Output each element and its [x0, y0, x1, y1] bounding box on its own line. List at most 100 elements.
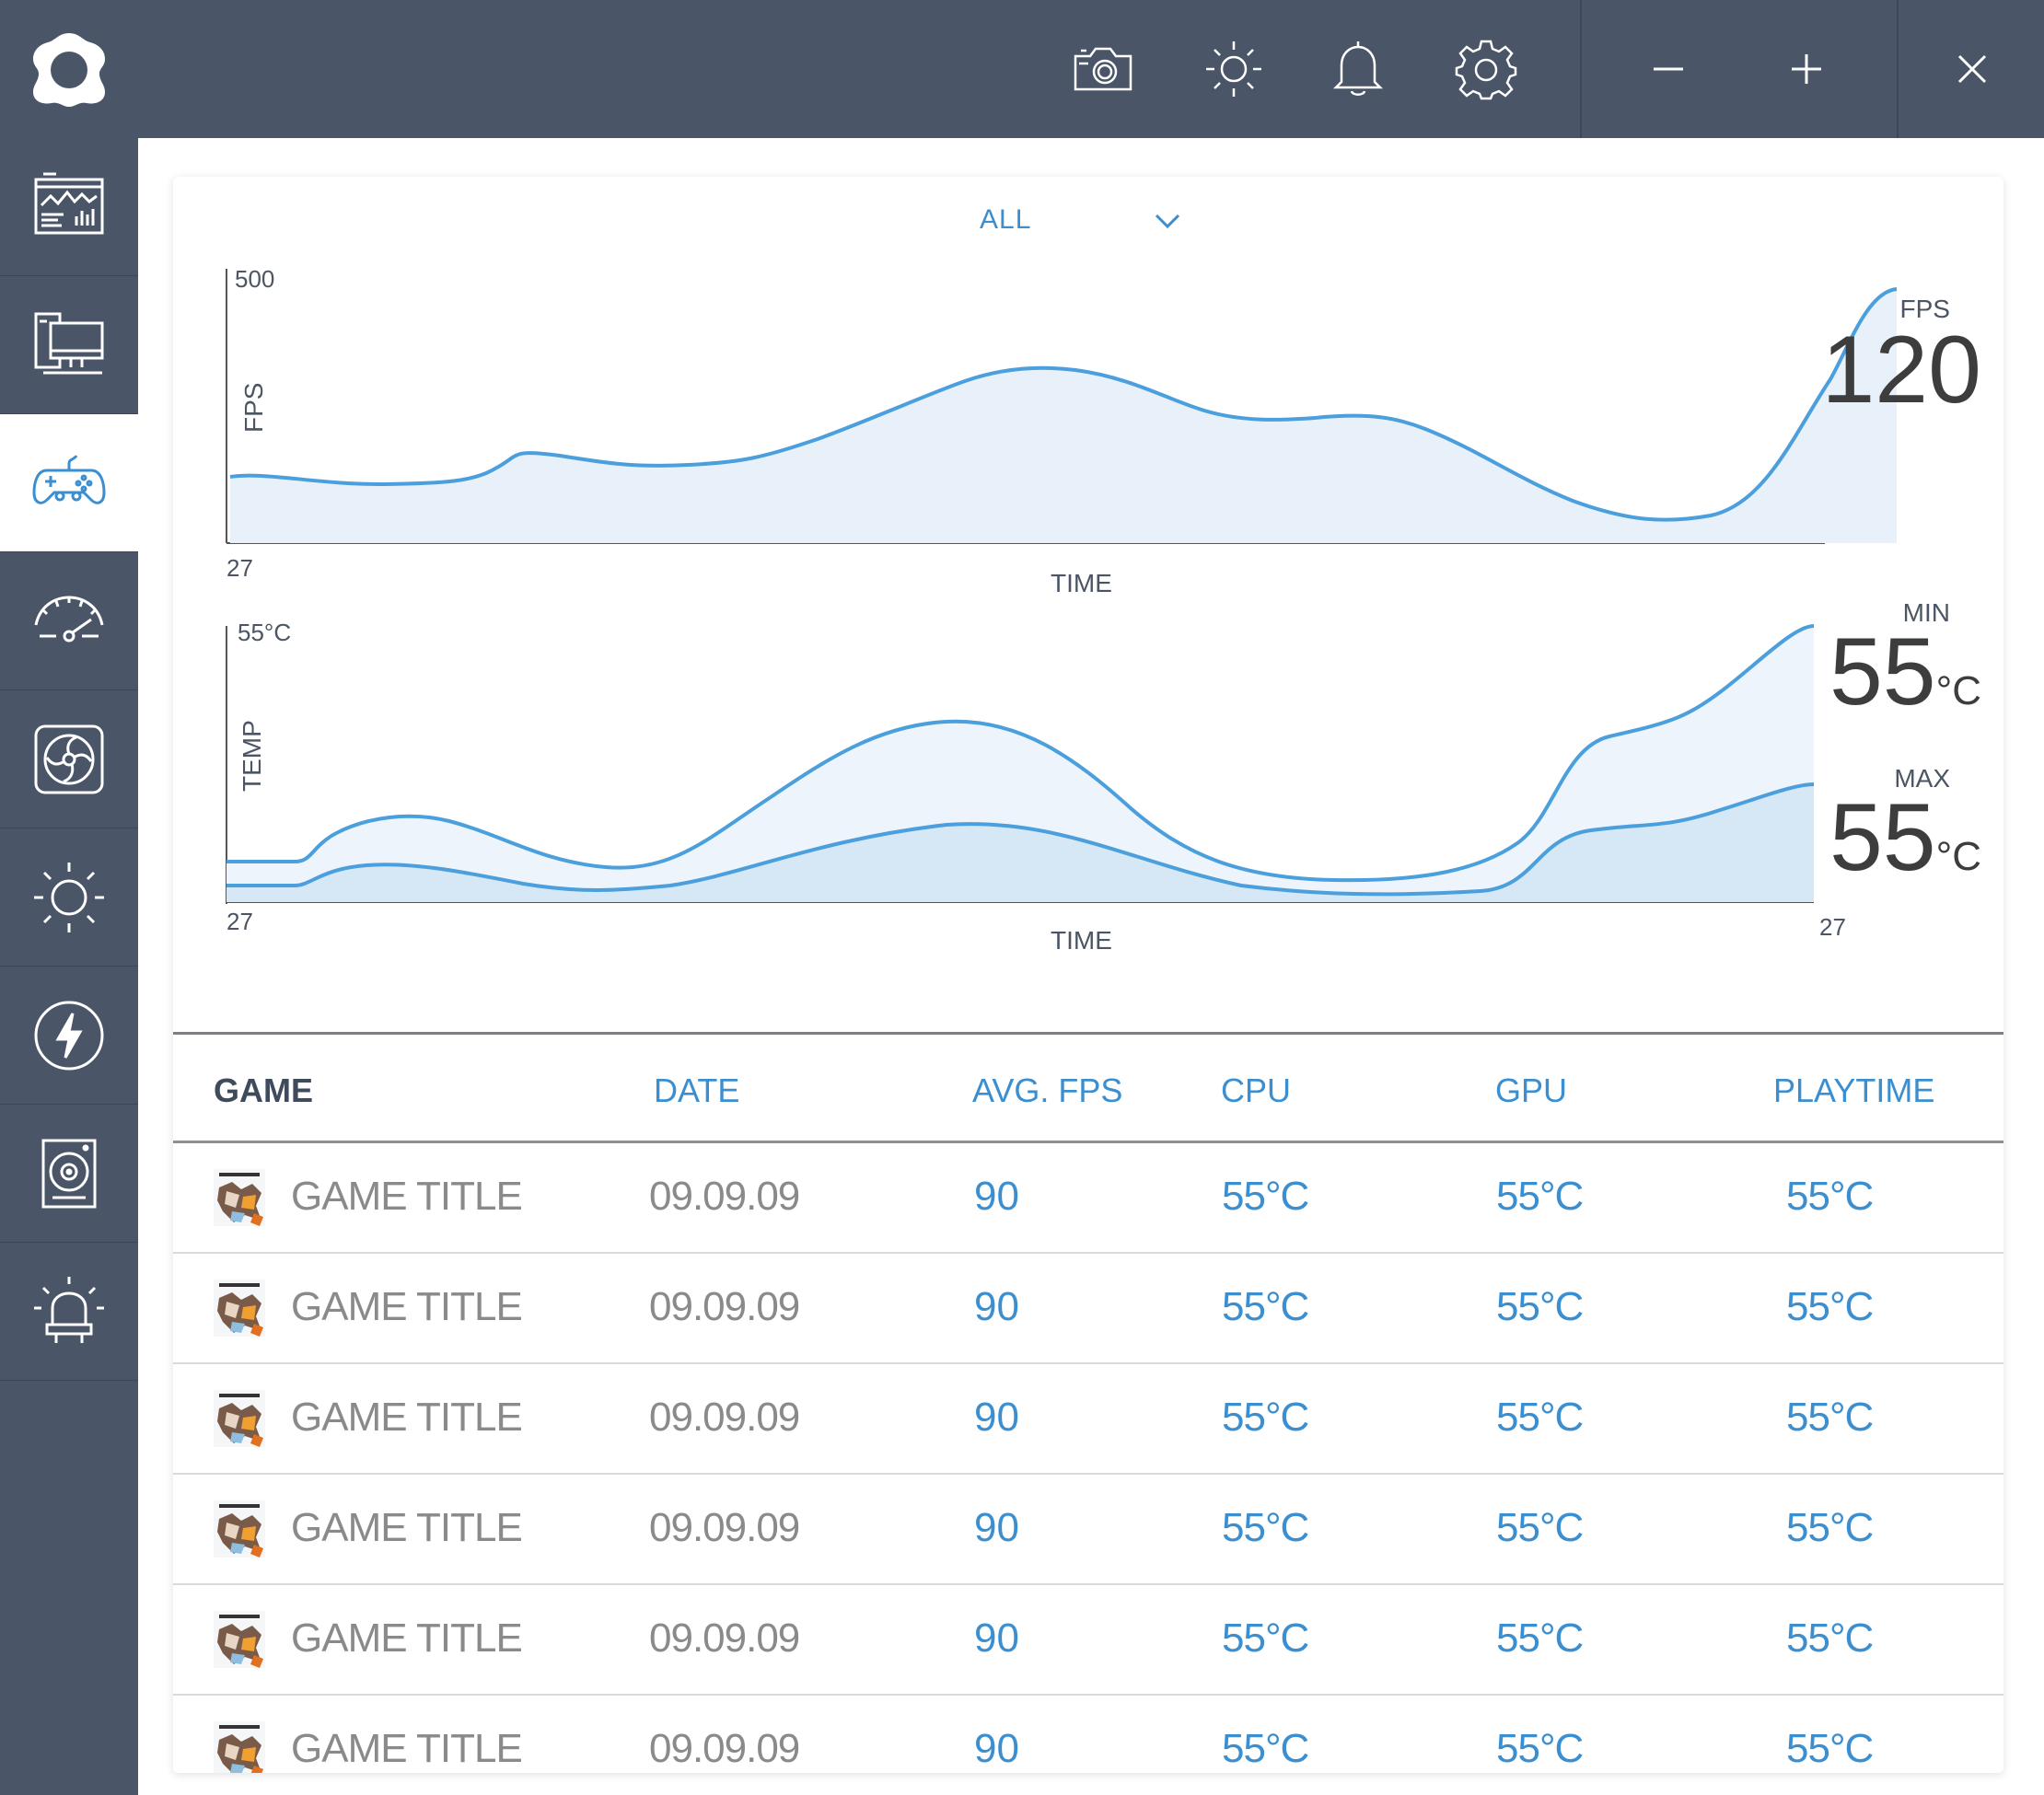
game-thumbnail-icon: [214, 1721, 265, 1773]
column-header-gpu[interactable]: GPU: [1495, 1071, 1568, 1109]
gear-icon: [1455, 40, 1517, 100]
game-date: 09.09.09: [649, 1284, 800, 1329]
fps-y-max-label: 500: [235, 265, 275, 293]
game-cpu-temp: 55°C: [1222, 1616, 1309, 1661]
temp-y-max-label: 55°C: [238, 619, 292, 646]
brightness-button[interactable]: [1179, 0, 1289, 138]
column-header-playtime[interactable]: PLAYTIME: [1773, 1071, 1935, 1109]
sidebar-item-dashboard[interactable]: [0, 138, 138, 276]
game-cpu-temp: 55°C: [1222, 1284, 1309, 1329]
temp-x-start-label: 27: [226, 908, 253, 935]
fps-x-axis-label: TIME: [1051, 569, 1112, 597]
minimize-button[interactable]: [1613, 0, 1724, 138]
game-gpu-temp: 55°C: [1496, 1616, 1584, 1661]
table-row[interactable]: GAME TITLE 09.09.09 90 55°C 55°C 55°C: [173, 1254, 2003, 1364]
filter-selected-value: ALL: [980, 204, 1032, 235]
fps-stat-label: FPS: [1899, 295, 1950, 323]
desktop-computer-icon: [34, 312, 104, 374]
app-logo[interactable]: [0, 0, 138, 138]
game-stats-card: ALL 500 FPS 27 TIME FPS 120 55°C TEMP 27…: [173, 177, 2003, 1773]
game-avg-fps: 90: [974, 1395, 1019, 1440]
sidebar-item-lighting[interactable]: [0, 828, 138, 967]
minimize-icon: [1654, 67, 1683, 71]
game-date: 09.09.09: [649, 1505, 800, 1550]
game-avg-fps: 90: [974, 1174, 1019, 1219]
temp-min-stat: 55°C: [1738, 624, 1981, 720]
sidebar: [0, 0, 138, 1795]
game-title: GAME TITLE: [291, 1174, 523, 1219]
game-date: 09.09.09: [649, 1726, 800, 1771]
game-avg-fps: 90: [974, 1505, 1019, 1550]
game-avg-fps: 90: [974, 1726, 1019, 1771]
sidebar-item-audio[interactable]: [0, 1105, 138, 1243]
game-thumbnail-icon: [214, 1611, 265, 1668]
game-gpu-temp: 55°C: [1496, 1505, 1584, 1550]
column-header-cpu[interactable]: CPU: [1221, 1071, 1292, 1109]
game-playtime: 55°C: [1786, 1284, 1874, 1329]
close-button[interactable]: [1917, 0, 2027, 138]
game-date: 09.09.09: [649, 1616, 800, 1661]
temp-min-value: 55: [1829, 619, 1936, 725]
bell-icon: [1332, 41, 1384, 96]
fps-line: [229, 287, 1898, 522]
settings-button[interactable]: [1431, 0, 1541, 138]
game-title: GAME TITLE: [291, 1726, 523, 1771]
maximize-icon: [1792, 54, 1821, 84]
camera-icon: [1074, 47, 1132, 91]
game-playtime: 55°C: [1786, 1505, 1874, 1550]
table-row[interactable]: GAME TITLE 09.09.09 90 55°C 55°C 55°C: [173, 1585, 2003, 1696]
table-row[interactable]: GAME TITLE 09.09.09 90 55°C 55°C 55°C: [173, 1143, 2003, 1254]
temp-min-label: MIN: [1902, 598, 1950, 627]
temp-max-label: MAX: [1894, 764, 1950, 793]
game-cpu-temp: 55°C: [1222, 1505, 1309, 1550]
sidebar-item-performance[interactable]: [0, 552, 138, 690]
sidebar-item-system[interactable]: [0, 276, 138, 414]
game-title: GAME TITLE: [291, 1395, 523, 1440]
table-top-divider: [173, 1032, 2003, 1035]
siren-icon: [34, 1276, 104, 1343]
fan-icon: [34, 724, 104, 793]
temp-x-end-label: 27: [1819, 913, 1846, 941]
column-header-game[interactable]: GAME: [214, 1071, 313, 1109]
temp-min-line: [226, 782, 1815, 897]
game-thumbnail-icon: [214, 1280, 265, 1337]
temp-max-value: 55: [1829, 784, 1936, 891]
gamepad-icon: [32, 454, 106, 504]
column-header-date[interactable]: DATE: [654, 1071, 740, 1109]
close-icon: [1957, 54, 1987, 84]
table-header: GAME DATE AVG. FPS CPU GPU PLAYTIME: [173, 1035, 2003, 1141]
dashboard-monitor-icon: [34, 172, 104, 234]
game-gpu-temp: 55°C: [1496, 1174, 1584, 1219]
game-title: GAME TITLE: [291, 1616, 523, 1661]
sun-icon: [34, 862, 104, 932]
table-header-divider: [173, 1141, 2003, 1143]
sidebar-item-alerts[interactable]: [0, 1243, 138, 1381]
sidebar-item-games[interactable]: [0, 414, 138, 552]
game-title: GAME TITLE: [291, 1505, 523, 1550]
maximize-button[interactable]: [1751, 0, 1862, 138]
temp-y-axis-label: TEMP: [238, 720, 266, 792]
game-thumbnail-icon: [214, 1390, 265, 1447]
brightness-icon: [1206, 41, 1261, 97]
game-date: 09.09.09: [649, 1174, 800, 1219]
filter-dropdown[interactable]: ALL: [173, 177, 2003, 269]
table-row[interactable]: GAME TITLE 09.09.09 90 55°C 55°C 55°C: [173, 1696, 2003, 1773]
game-gpu-temp: 55°C: [1496, 1284, 1584, 1329]
sidebar-item-power[interactable]: [0, 967, 138, 1105]
temp-x-axis-label: TIME: [1051, 926, 1112, 955]
speaker-icon: [41, 1139, 97, 1208]
game-playtime: 55°C: [1786, 1726, 1874, 1771]
game-playtime: 55°C: [1786, 1616, 1874, 1661]
game-thumbnail-icon: [214, 1500, 265, 1558]
temp-max-stat: 55°C: [1738, 790, 1981, 886]
game-cpu-temp: 55°C: [1222, 1174, 1309, 1219]
title-bar: [138, 0, 2044, 138]
sidebar-item-fans[interactable]: [0, 690, 138, 828]
table-row[interactable]: GAME TITLE 09.09.09 90 55°C 55°C 55°C: [173, 1364, 2003, 1475]
game-playtime: 55°C: [1786, 1395, 1874, 1440]
screenshot-button[interactable]: [1048, 0, 1158, 138]
table-row[interactable]: GAME TITLE 09.09.09 90 55°C 55°C 55°C: [173, 1475, 2003, 1585]
game-date: 09.09.09: [649, 1395, 800, 1440]
column-header-avg-fps[interactable]: AVG. FPS: [972, 1071, 1123, 1109]
notifications-button[interactable]: [1303, 0, 1413, 138]
